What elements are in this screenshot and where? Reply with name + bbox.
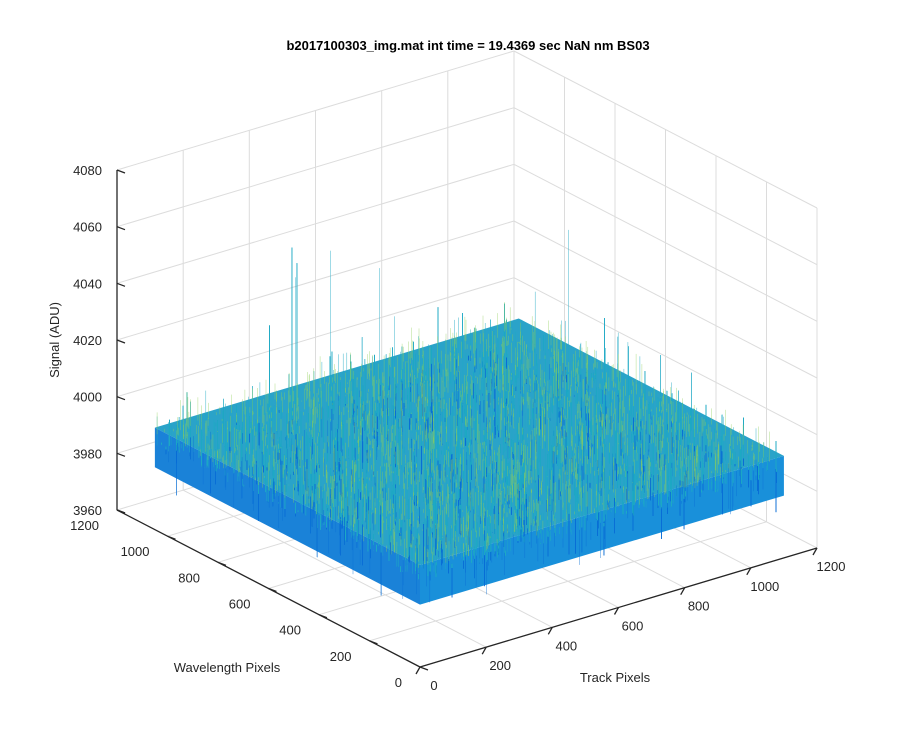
y-axis-label: Wavelength Pixels <box>174 660 281 675</box>
z-axis-label: Signal (ADU) <box>47 302 62 378</box>
x-tick-label: 0 <box>430 678 437 693</box>
x-tick-label: 1000 <box>750 579 779 594</box>
z-tick-label: 4000 <box>73 390 102 405</box>
surface-left-face <box>154 427 420 605</box>
x-tick-label: 600 <box>622 619 644 634</box>
z-tick-label: 4020 <box>73 333 102 348</box>
z-tick-mark <box>116 396 126 401</box>
x-tick-mark <box>680 587 686 596</box>
x-tick-label: 400 <box>555 638 577 653</box>
z-tick-label: 3960 <box>73 503 102 518</box>
z-tick-label: 4060 <box>73 220 102 235</box>
x-tick-mark <box>415 666 421 675</box>
chart-title: b2017100303_img.mat int time = 19.4369 s… <box>286 38 649 53</box>
surface-highlights <box>156 302 770 568</box>
y-tick-label: 200 <box>330 649 352 664</box>
y-tick-label: 800 <box>178 570 200 585</box>
y-tick-mark <box>167 535 176 540</box>
x-axis-label: Track Pixels <box>580 670 651 685</box>
z-tick-mark <box>116 282 126 287</box>
y-tick-mark <box>217 561 227 566</box>
y-tick-label: 0 <box>395 675 402 690</box>
tick-labels: 0 200 400 600 800 1000 1200 0 200 400 600 800 1000 12… <box>70 163 845 693</box>
y-tick-label: 400 <box>279 623 301 638</box>
x-tick-mark <box>613 607 620 615</box>
z-tick-mark <box>116 226 126 231</box>
z-tick-mark <box>116 339 126 344</box>
z-tick-mark <box>116 169 126 174</box>
y-tick-mark <box>419 666 429 671</box>
surface-right-face <box>420 455 784 605</box>
y-tick-label: 1000 <box>121 544 150 559</box>
x-tick-label: 1200 <box>817 559 846 574</box>
y-tick-mark <box>318 614 328 619</box>
y-tick-mark <box>268 587 277 593</box>
z-tick-label: 3980 <box>73 446 102 461</box>
x-tick-mark <box>746 567 752 576</box>
z-tick-mark <box>116 452 126 457</box>
z-tick-label: 4040 <box>73 276 102 291</box>
axes <box>116 169 818 675</box>
y-tick-label: 1200 <box>70 518 99 533</box>
x-tick-label: 800 <box>688 599 710 614</box>
z-tick-label: 4080 <box>73 163 102 178</box>
x-tick-mark <box>812 547 818 556</box>
z-tick-mark <box>116 509 126 514</box>
x-tick-mark <box>481 646 487 655</box>
x-tick-mark <box>547 626 553 635</box>
surface-mesh <box>154 229 784 605</box>
y-tick-mark <box>369 640 378 645</box>
y-tick-label: 600 <box>229 597 251 612</box>
x-tick-label: 200 <box>489 658 511 673</box>
